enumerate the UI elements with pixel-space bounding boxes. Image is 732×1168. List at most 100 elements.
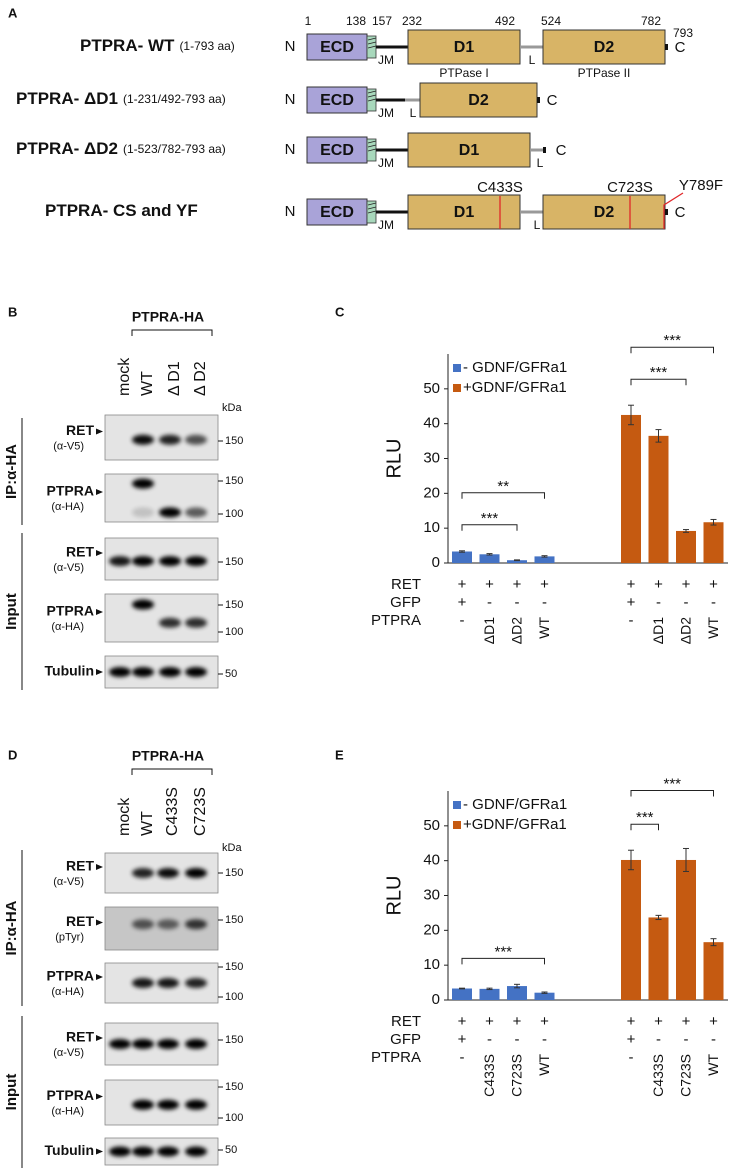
residue-position: 1 [305, 14, 312, 28]
residue-position: 138 [346, 14, 366, 28]
n-terminus: N [285, 91, 296, 108]
ptpase-label: PTPase II [578, 66, 631, 80]
row-entry: + [682, 576, 691, 593]
row-entry: + [485, 1013, 494, 1030]
row-label: RET [391, 1013, 421, 1030]
y-tick-label: 20 [423, 484, 440, 501]
row-entry: - [487, 1031, 492, 1048]
blot-band [159, 556, 181, 567]
blot-band [185, 978, 207, 988]
legend-swatch [453, 364, 461, 372]
legend-swatch [453, 801, 461, 809]
row-pointer [96, 609, 103, 615]
blot-band [109, 556, 131, 567]
y-tick-label: 50 [423, 380, 440, 397]
residue-position: 524 [541, 14, 561, 28]
antibody-label: (α-HA) [51, 501, 84, 513]
group-label: IP:α-HA [3, 900, 20, 955]
bar [479, 554, 500, 563]
n-terminus: N [285, 203, 296, 220]
row-entry: ΔD2 [509, 617, 525, 644]
marker-label: 150 [225, 961, 243, 973]
construct-label: PTPRA-HA [132, 748, 204, 764]
d2-domain-label: D2 [594, 204, 615, 221]
y-axis-label: RLU [383, 875, 405, 915]
construct-name-text: PTPRA- ΔD2 [16, 139, 118, 158]
row-entry: + [458, 1031, 467, 1048]
tm-stripe [367, 206, 377, 210]
significance-label: *** [663, 332, 681, 349]
marker-label: 150 [225, 599, 243, 611]
row-entry: - [629, 612, 634, 629]
row-entry: + [458, 576, 467, 593]
blot-band [159, 667, 181, 677]
row-entry: C433S [481, 1054, 497, 1097]
significance-bracket [461, 524, 518, 531]
c-tail [665, 209, 668, 215]
tm-stripe [367, 90, 377, 94]
row-entry: ΔD1 [481, 617, 497, 644]
linker-label: L [537, 156, 544, 170]
row-entry: C723S [678, 1054, 694, 1097]
row-entry: - [684, 594, 689, 611]
protein-label: PTPRA [47, 968, 94, 984]
row-pointer [96, 864, 103, 870]
tm-stripe [367, 210, 377, 214]
construct-name: PTPRA- WT (1-793 aa) [80, 36, 235, 55]
row-entry: + [682, 1013, 691, 1030]
row-entry: + [485, 576, 494, 593]
blot-band [132, 1099, 154, 1110]
ptpase-label: PTPase I [439, 66, 488, 80]
lane-bracket [131, 768, 213, 775]
panel-label: B [8, 304, 17, 319]
d1-domain-label: D1 [454, 39, 475, 56]
y-tick-label: 10 [423, 956, 440, 973]
lane-label: Δ D2 [192, 361, 209, 396]
marker-label: 100 [225, 1112, 243, 1124]
marker-label: 50 [225, 668, 237, 680]
n-terminus: N [285, 141, 296, 158]
protein-label: RET [66, 544, 94, 560]
tm-stripe [367, 202, 377, 206]
legend-label: +GDNF/GFRa1 [463, 379, 567, 396]
construct-name-text: PTPRA- CS and YF [45, 201, 198, 220]
tm-stripe [367, 140, 377, 144]
blot-band [132, 599, 154, 610]
mutation-label: C433S [477, 179, 523, 196]
marker-label: 150 [225, 556, 243, 568]
significance-bracket [630, 378, 687, 386]
y-tick-label: 30 [423, 449, 440, 466]
construct-name: PTPRA- CS and YF [45, 201, 198, 220]
c-terminus: C [556, 142, 567, 159]
bar [534, 992, 555, 1000]
marker-label: 100 [225, 626, 243, 638]
significance-label: *** [650, 364, 668, 381]
y-tick-label: 30 [423, 886, 440, 903]
antibody-label: (α-V5) [53, 562, 84, 574]
marker-label: 150 [225, 435, 243, 447]
row-entry: + [627, 1031, 636, 1048]
antibody-label: (α-HA) [51, 986, 84, 998]
d2-domain-label: D2 [594, 39, 615, 56]
construct-range: (1-231/492-793 aa) [123, 92, 226, 106]
d1-domain-label: D1 [454, 204, 475, 221]
y-tick-label: 0 [432, 991, 440, 1008]
row-entry: + [627, 594, 636, 611]
significance-bracket [630, 823, 659, 831]
significance-label: *** [663, 775, 681, 792]
row-entry: + [654, 1013, 663, 1030]
d2-domain [542, 194, 666, 230]
row-entry: WT [536, 1054, 552, 1076]
lane-bracket [131, 329, 213, 336]
y-tick-label: 40 [423, 415, 440, 432]
panel-label: E [335, 747, 344, 762]
residue-position: 157 [372, 14, 392, 28]
blot-band [157, 1039, 179, 1049]
marker-label: 150 [225, 867, 243, 879]
c-tail [543, 147, 546, 153]
d1-domain-label: D1 [459, 142, 480, 159]
protein-label: Tubulin [45, 1142, 95, 1158]
legend-label: +GDNF/GFRa1 [463, 816, 567, 833]
blot-band [185, 919, 207, 930]
blot-band [185, 667, 207, 677]
